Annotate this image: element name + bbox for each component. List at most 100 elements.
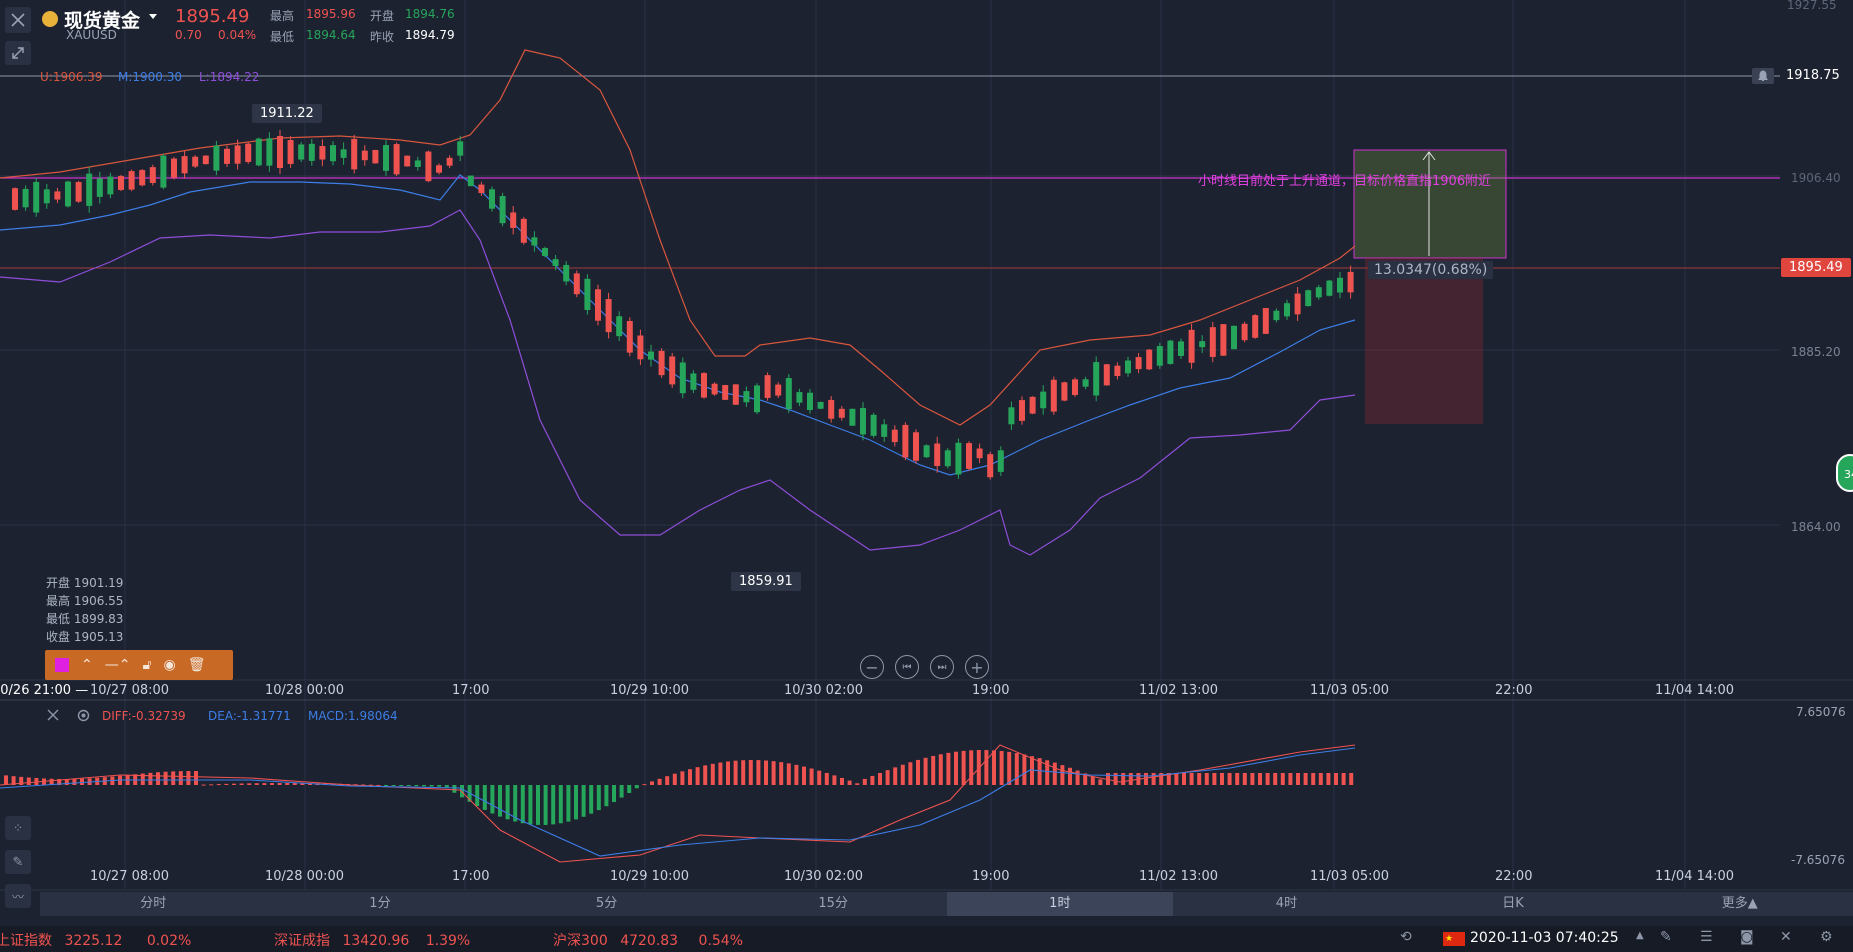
candle-body: [499, 196, 506, 224]
annotation-text[interactable]: 小时线目前处于上升通道，目标价格直指1906附近: [1198, 174, 1492, 189]
scroll-left-button[interactable]: ⏮: [895, 655, 919, 679]
ohlc-close: 收盘 1905.13: [46, 630, 124, 644]
timeframe-tab[interactable]: 15分: [818, 896, 848, 911]
candle-body: [520, 218, 527, 243]
bell-icon[interactable]: [1752, 68, 1774, 84]
macd-bar: [604, 785, 609, 807]
timeframe-tab[interactable]: 4时: [1275, 896, 1298, 911]
settings-icon[interactable]: ⚙: [1820, 929, 1833, 945]
macd-diff: DIFF:-0.32739: [102, 709, 186, 723]
zoom-out-button[interactable]: −: [860, 655, 884, 679]
candle-body: [690, 373, 697, 390]
timeframe-tab[interactable]: 1分: [369, 896, 391, 911]
timeframe-tab[interactable]: 更多▲: [1721, 896, 1758, 911]
candle-body: [404, 155, 411, 167]
index-value: 4720.83: [620, 933, 679, 949]
timeframe-tab[interactable]: 分时: [140, 896, 167, 911]
macd-bar: [1212, 773, 1217, 785]
macd-bar: [665, 776, 670, 785]
caret-up-icon[interactable]: ▲: [1636, 930, 1644, 941]
line-style-icon[interactable]: —⌃: [104, 657, 131, 673]
macd-bar: [809, 768, 814, 785]
candle-body: [987, 454, 994, 478]
x-axis-label: 22:00: [1495, 683, 1533, 698]
camera-icon[interactable]: ◙: [1740, 929, 1754, 945]
index-pct: 0.54%: [698, 933, 744, 949]
candle-body: [75, 182, 82, 202]
chart-type-icon[interactable]: 〰: [5, 884, 31, 908]
macd-bar: [11, 776, 16, 785]
macd-bar: [832, 775, 837, 785]
candle-body: [1262, 308, 1269, 334]
candle-body: [446, 157, 453, 166]
index-shenzhen[interactable]: 深证成指 13420.96 1.39%: [274, 930, 470, 950]
macd-bar: [969, 750, 974, 785]
candle-body: [849, 408, 856, 426]
macd-value: MACD:1.98064: [308, 709, 398, 723]
chevron-down-icon[interactable]: [149, 14, 157, 19]
candle-body: [1019, 400, 1025, 421]
macd-close-icon[interactable]: [46, 708, 60, 722]
indicator-icon[interactable]: ⁘: [5, 816, 31, 840]
current-price-label: 1895.49: [1781, 258, 1851, 277]
collapse-icon[interactable]: [5, 41, 31, 65]
cursor-time: 10/26 21:00: [0, 683, 72, 698]
macd-bar: [384, 785, 388, 786]
candle-body: [118, 176, 124, 190]
candle-body: [255, 138, 262, 166]
connection-icon[interactable]: ⟲: [1400, 929, 1412, 945]
eye-icon[interactable]: ◉: [163, 657, 176, 673]
macd-bar: [513, 785, 518, 822]
macd-bar: [399, 785, 404, 786]
chevron-up-icon[interactable]: ⌃: [81, 657, 93, 673]
scroll-right-button[interactable]: ⏭: [930, 655, 954, 679]
low-marker: 1859.91: [731, 572, 801, 591]
macd-bar: [961, 750, 966, 785]
macd-bar: [1144, 773, 1148, 785]
timeframe-tab[interactable]: 1时: [946, 892, 1174, 916]
macd-bar: [893, 767, 898, 785]
pen-icon[interactable]: ✎: [5, 850, 31, 874]
macd-bar: [1151, 773, 1156, 785]
macd-bar: [1242, 773, 1247, 785]
macd-bar: [802, 766, 806, 785]
last-price: 1895.49: [175, 6, 250, 27]
macd-settings-icon[interactable]: [76, 708, 90, 722]
list-icon[interactable]: ☰: [1700, 929, 1713, 945]
mute-icon[interactable]: ✕: [1780, 929, 1792, 945]
symbol-name[interactable]: 现货黄金: [64, 10, 141, 32]
macd-bar: [1296, 773, 1300, 785]
x-axis-label: 17:00: [452, 683, 490, 698]
candle-body: [139, 170, 146, 186]
macd-bar: [1250, 773, 1255, 785]
candle-body: [234, 145, 241, 164]
zoom-in-button[interactable]: +: [965, 655, 989, 679]
timeframe-tab[interactable]: 5分: [595, 896, 618, 911]
macd-bar: [1037, 758, 1042, 785]
macd-bar: [391, 785, 396, 786]
side-badge[interactable]: 34: [1836, 454, 1853, 492]
macd-bar: [786, 763, 791, 785]
close-icon[interactable]: [5, 7, 31, 33]
trash-icon[interactable]: 🗑︎: [187, 657, 206, 673]
index-csi300[interactable]: 沪深300 4720.83 0.54%: [553, 930, 743, 950]
candle-body: [414, 160, 421, 167]
color-swatch[interactable]: [55, 658, 69, 672]
macd-bar: [634, 785, 639, 789]
macd-bar: [64, 778, 69, 785]
index-shanghai[interactable]: 上证指数 3225.12 0.02%: [0, 930, 191, 950]
alert-price-label: 1918.75: [1786, 68, 1840, 83]
timeframe-tab[interactable]: 日K: [1502, 896, 1524, 911]
x-axis-label: 11/02 13:00: [1139, 683, 1219, 698]
edit-icon[interactable]: ✎: [1660, 929, 1672, 945]
candle-body: [510, 212, 517, 228]
price-axis-1906: 1906.40: [1791, 171, 1841, 185]
drawing-toolbox[interactable]: ⌃ —⌃ 🔓︎ ◉ 🗑︎: [45, 650, 233, 680]
macd-bar: [277, 783, 282, 785]
stop-box: [1365, 258, 1483, 424]
macd-dea-line: [0, 747, 1356, 857]
unlock-icon[interactable]: 🔓︎: [142, 657, 152, 673]
x-axis-label: 17:00: [452, 869, 490, 884]
candle-body: [171, 158, 177, 178]
